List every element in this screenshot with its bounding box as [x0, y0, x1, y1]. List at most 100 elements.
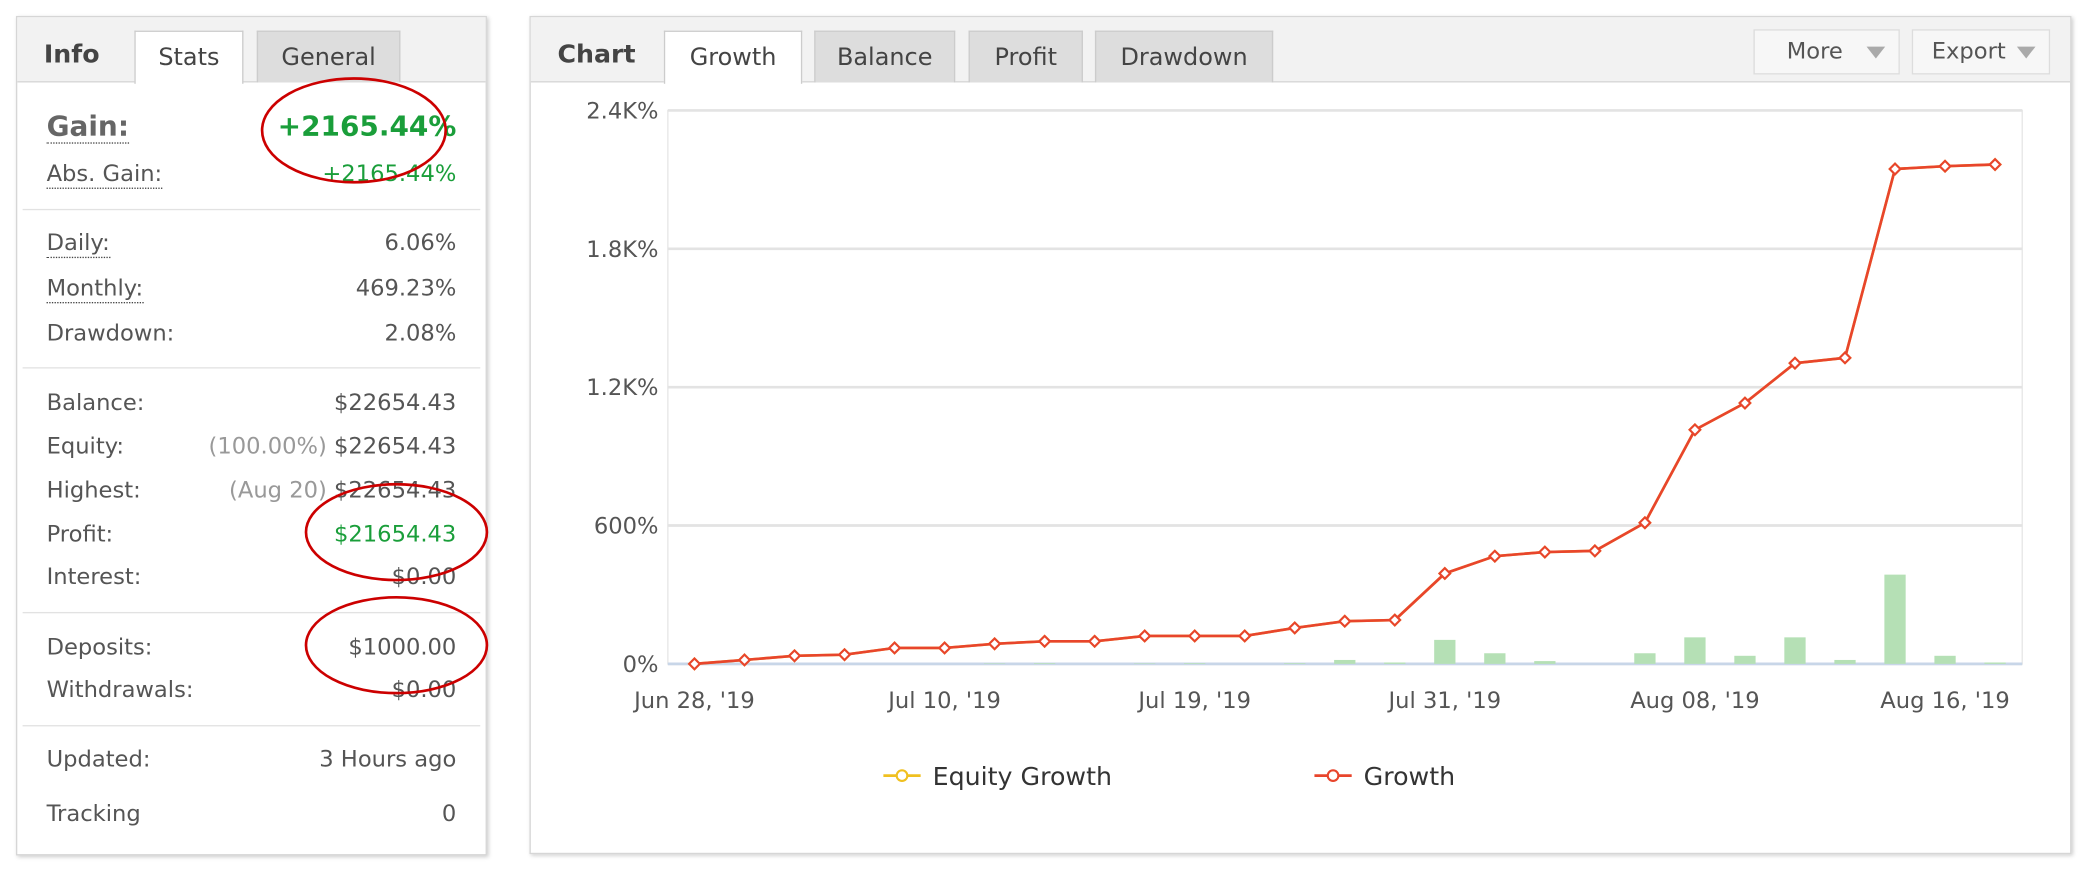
row-value: +2165.44% [278, 110, 457, 142]
point [987, 636, 1002, 651]
row-value: 6.06% [384, 230, 456, 257]
tab[interactable]: General [256, 30, 401, 83]
separator [22, 611, 481, 614]
highlight-circle [304, 482, 489, 582]
x-tick-label: Jun 28, '19 [632, 688, 755, 714]
bar [1834, 659, 1856, 664]
row-value-text: $22654.43 [334, 433, 457, 461]
point [1087, 634, 1102, 649]
separator [22, 367, 481, 369]
info-header: Info Stats General [17, 17, 486, 84]
info-title: Info [43, 39, 100, 70]
row-label: Interest: [46, 564, 142, 591]
row-label: Equity: [46, 433, 125, 461]
bar [1033, 663, 1056, 664]
bar [1784, 637, 1806, 664]
row-label: Withdrawals: [46, 677, 194, 704]
row-note: (Aug 20) [229, 477, 327, 505]
chart-header: Chart Growth Balance Profit Drawdown Mor… [530, 17, 2071, 84]
export-button[interactable]: Export [1911, 29, 2051, 75]
legend-marker [1326, 769, 1340, 783]
row-value: (Aug 20) $22654.43 [229, 478, 456, 505]
row-label: Daily: [46, 230, 110, 259]
bar [1534, 661, 1556, 664]
row-label: Deposits: [46, 634, 153, 662]
x-tick-label: Jul 31, '19 [1387, 688, 1502, 714]
point [1588, 544, 1602, 558]
row-label: Gain: [46, 110, 130, 144]
x-tick-label: Jul 10, '19 [886, 688, 1001, 714]
row-label: Balance: [46, 389, 145, 417]
row-value: 469.23% [356, 275, 457, 302]
point [787, 648, 802, 663]
tab[interactable]: Balance [814, 30, 956, 83]
row-value: $21654.43 [334, 522, 456, 549]
tab[interactable]: Stats [134, 30, 244, 84]
point [1738, 396, 1752, 410]
bar [1484, 653, 1506, 664]
x-tick-label: Jul 19, '19 [1136, 688, 1251, 714]
row-value: (100.00%) $22654.43 [209, 434, 457, 461]
tab[interactable]: Profit [968, 30, 1083, 83]
separator [22, 208, 481, 211]
chart-title: Chart [557, 39, 636, 70]
bar [1384, 662, 1406, 664]
point [1538, 545, 1552, 559]
tab[interactable]: Growth [663, 30, 803, 84]
point [1137, 629, 1152, 643]
row-label: Drawdown: [46, 320, 175, 348]
y-tick-label: 0% [623, 652, 659, 678]
point [837, 647, 852, 662]
row-value-text: 469.23% [355, 275, 457, 303]
bar [1984, 662, 2006, 664]
row-label: Profit: [46, 521, 114, 549]
point [737, 653, 752, 667]
row-label: Abs. Gain: [46, 160, 163, 189]
x-tick-label: Aug 08, '19 [1630, 688, 1759, 714]
row-value: 0 [442, 801, 456, 828]
legend-marker [895, 769, 909, 783]
row-value-text: 6.06% [384, 230, 457, 257]
more-button[interactable]: More [1753, 29, 1900, 75]
row-note: (100.00%) [208, 433, 327, 461]
row-value: 3 Hours ago [319, 746, 456, 773]
separator [22, 725, 481, 727]
row-value-text: $21654.43 [334, 521, 457, 549]
y-tick-label: 1.8K% [586, 237, 658, 263]
row-label: Tracking [46, 800, 141, 828]
point [1387, 613, 1402, 627]
point [1488, 549, 1502, 564]
row-value-text: $22654.43 [334, 389, 457, 417]
point [887, 641, 902, 655]
point [1988, 157, 2002, 172]
point [1337, 614, 1352, 629]
tab[interactable]: Drawdown [1094, 30, 1274, 83]
row-value: 2.08% [384, 321, 456, 348]
row-value: $22654.43 [334, 390, 456, 417]
row-value-text: 3 Hours ago [319, 746, 457, 773]
bar [1334, 659, 1356, 664]
point [1437, 566, 1452, 581]
bar [1634, 653, 1656, 664]
legend-label: Equity Growth [933, 762, 1112, 791]
legend-label: Growth [1364, 762, 1455, 791]
point [1788, 356, 1802, 370]
row-value-text: 0 [441, 800, 457, 828]
x-tick-label: Aug 16, '19 [1880, 688, 2009, 714]
point [1037, 634, 1052, 649]
row-value-text: +2165.44% [277, 110, 457, 143]
point [1888, 162, 1902, 176]
point [1187, 629, 1202, 643]
bar [1434, 639, 1456, 664]
highlight-circle [260, 77, 448, 184]
bar [1884, 574, 1906, 664]
info-panel: Info Stats General Gain: +2165.44% Abs. Ga… [15, 15, 487, 856]
row-value-text: $1000.00 [348, 634, 457, 662]
point [1287, 621, 1302, 635]
bar [1184, 663, 1206, 664]
row-label: Highest: [46, 477, 141, 505]
bar [1934, 655, 1956, 664]
